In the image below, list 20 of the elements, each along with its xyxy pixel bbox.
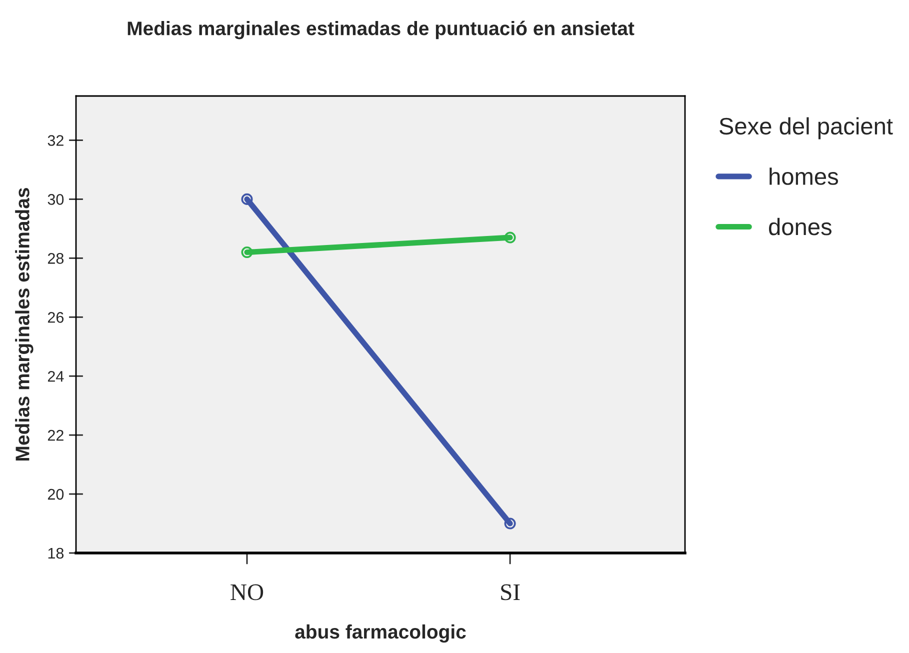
chart-title: Medias marginales estimadas de puntuació en ansietat [128,20,634,40]
point [504,232,516,244]
y-tick-label: 22 [48,430,64,441]
y-tick-label: 26 [48,312,64,323]
legend-label: homes [770,168,838,185]
y-axis-title: Medias marginales estimadas [15,188,34,460]
y-tick-label: 20 [48,488,64,500]
x-tick-label: SI [501,584,520,600]
y-tick-label: 24 [48,370,64,382]
x-axis-title: abus farmacologic [295,624,466,643]
x-tick-label: NO [230,584,264,600]
y-tick-label: 28 [48,253,64,264]
y-tick-label: 32 [48,135,64,146]
point [504,518,516,530]
legend-label: dones [769,218,832,236]
point [241,246,253,258]
point [241,193,253,205]
y-tick-label: 30 [48,194,64,205]
y-tick-label: 18 [48,548,64,559]
legend-title: Sexe del pacient [720,117,893,140]
